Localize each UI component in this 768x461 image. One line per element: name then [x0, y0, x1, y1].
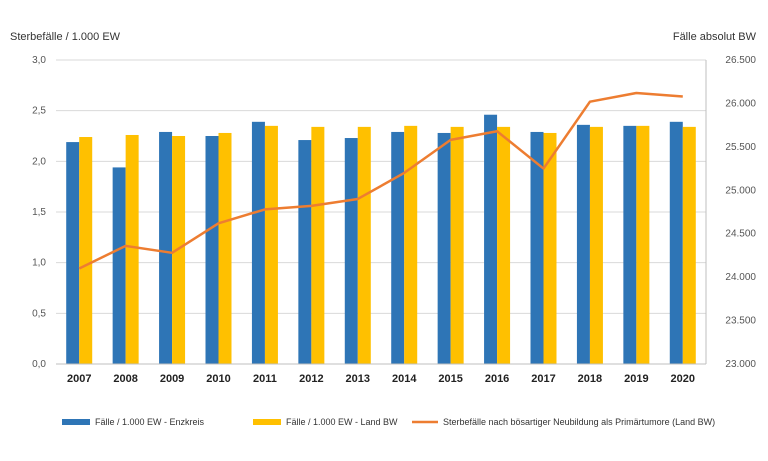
- bar: [391, 131, 405, 364]
- x-tick-label: 2017: [531, 373, 555, 385]
- bar: [543, 132, 557, 364]
- legend: Fälle / 1.000 EW - Enzkreis Fälle / 1.000…: [62, 417, 715, 427]
- legend-label: Sterbefälle nach bösartiger Neubildung a…: [443, 417, 715, 427]
- x-tick-label: 2007: [67, 373, 91, 385]
- y2-axis-title: Fälle absolut BW: [673, 31, 757, 43]
- bar: [530, 131, 544, 364]
- bar: [112, 167, 126, 364]
- bar: [437, 132, 451, 364]
- bar: [682, 126, 696, 364]
- y2-tick-label: 23.000: [725, 359, 756, 370]
- x-tick-label: 2012: [299, 373, 323, 385]
- bar: [576, 124, 590, 364]
- bar: [264, 125, 278, 364]
- bar: [298, 140, 312, 364]
- bar: [205, 136, 219, 364]
- x-tick-label: 2018: [578, 373, 602, 385]
- axes: 0,0 0,5 1,0 1,5 2,0 2,5 3,0 23.000 23.500 24.000 2…: [32, 55, 756, 385]
- line-series-path: [78, 91, 683, 270]
- bar: [311, 126, 325, 364]
- y2-tick-label: 23.500: [725, 316, 756, 327]
- y2-tick-label: 24.500: [725, 229, 756, 240]
- bar: [623, 125, 637, 364]
- bar: [251, 121, 265, 365]
- y2-tick-label: 24.000: [725, 272, 756, 283]
- bar: [159, 131, 173, 364]
- bar: [218, 132, 232, 364]
- x-tick-label: 2020: [671, 373, 695, 385]
- x-tick-label: 2008: [113, 373, 137, 385]
- x-tick-label: 2019: [624, 373, 648, 385]
- y2-tick-label: 25.500: [725, 142, 756, 153]
- gridlines: [56, 59, 706, 365]
- bar: [404, 125, 418, 364]
- x-tick-label: 2011: [253, 373, 277, 385]
- bar: [79, 137, 93, 364]
- bar: [66, 142, 80, 364]
- y-tick-label: 0,0: [32, 359, 46, 370]
- y-tick-label: 1,5: [32, 207, 46, 218]
- y-axis-title: Sterbefälle / 1.000 EW: [10, 31, 121, 43]
- legend-swatch: [62, 419, 90, 425]
- line-series: [78, 91, 683, 270]
- bar: [344, 138, 358, 364]
- bar: [497, 126, 511, 364]
- bar: [589, 126, 603, 364]
- bar: [357, 126, 371, 364]
- bar: [450, 126, 464, 364]
- x-tick-label: 2009: [160, 373, 184, 385]
- legend-label: Fälle / 1.000 EW - Land BW: [286, 417, 398, 427]
- x-tick-label: 2013: [346, 373, 370, 385]
- x-tick-label: 2014: [392, 373, 417, 385]
- x-tick-label: 2010: [206, 373, 230, 385]
- x-tick-label: 2016: [485, 373, 509, 385]
- y-tick-label: 1,0: [32, 258, 46, 269]
- y-tick-label: 2,5: [32, 106, 46, 117]
- legend-label: Fälle / 1.000 EW - Enzkreis: [95, 417, 205, 427]
- x-tick-label: 2015: [438, 373, 462, 385]
- y-tick-label: 0,5: [32, 308, 46, 319]
- bar: [125, 134, 139, 364]
- y2-tick-label: 26.000: [725, 98, 756, 109]
- legend-swatch: [253, 419, 281, 425]
- y-tick-label: 2,0: [32, 156, 46, 167]
- y-tick-label: 3,0: [32, 55, 46, 66]
- bars: [66, 114, 696, 365]
- bar: [636, 125, 650, 364]
- bar: [484, 114, 498, 364]
- y2-tick-label: 25.000: [725, 185, 756, 196]
- bar: [669, 121, 683, 365]
- y2-tick-label: 26.500: [725, 55, 756, 66]
